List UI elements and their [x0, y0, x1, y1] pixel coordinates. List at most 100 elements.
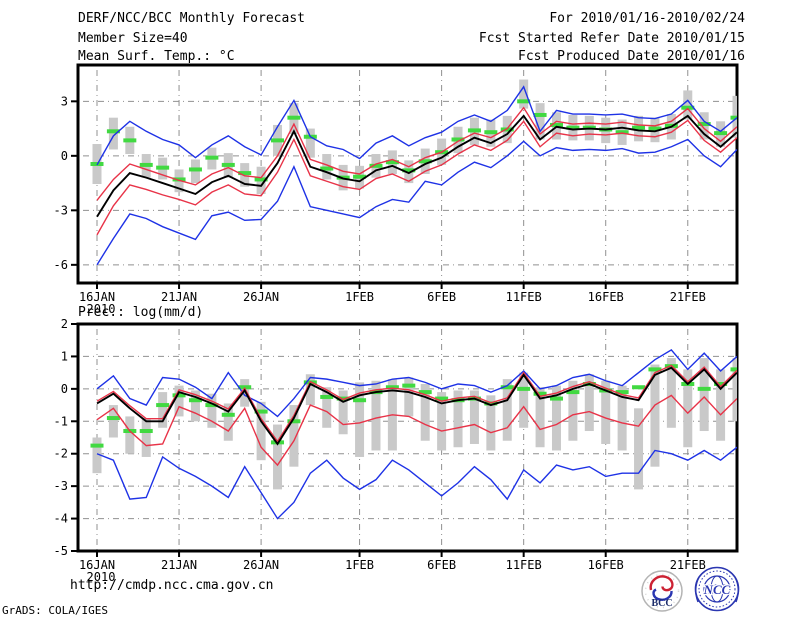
obs-segment — [681, 105, 695, 110]
precipitation-panel-label: Prec.: log(mm/d) — [78, 305, 204, 320]
obs-segment — [205, 403, 219, 408]
obs-segment — [90, 443, 104, 448]
obs-segment — [500, 127, 514, 132]
ncc-logo-dot-ring — [698, 570, 736, 608]
member-size-label: Member Size=40 — [78, 31, 188, 46]
obs-segment — [648, 126, 662, 131]
spread-bar — [716, 369, 726, 441]
obs-segment — [221, 162, 235, 167]
spread-bar — [240, 379, 250, 407]
spread-bar — [256, 401, 266, 461]
x-tick-label: 11FEB — [506, 290, 542, 304]
obs-segment — [205, 155, 219, 160]
obs-segment — [648, 367, 662, 372]
obs-segment — [500, 385, 514, 390]
y-tick-label: -3 — [54, 203, 68, 217]
obs-segment — [484, 130, 498, 135]
ncc-globe-meridian — [710, 575, 724, 603]
obs-segment — [188, 398, 202, 403]
obs-segment — [533, 391, 547, 396]
spread-bar — [355, 382, 365, 457]
series-ensemble-max-line — [96, 349, 737, 418]
spread-bar — [732, 358, 737, 422]
obs-segment — [418, 159, 432, 164]
obs-segment — [385, 160, 399, 165]
obs-segment — [714, 381, 728, 386]
spread-bar — [666, 358, 676, 428]
spread-bar — [305, 374, 315, 406]
x-tick-label: 16JAN — [79, 558, 115, 572]
y-tick-label: -4 — [54, 512, 68, 526]
bcc-logo-text-ring — [644, 573, 680, 609]
source-url: http://cmdp.ncc.cma.gov.cn — [70, 578, 274, 593]
y-tick-label: 3 — [61, 94, 68, 108]
spread-bar — [437, 392, 447, 451]
obs-segment — [106, 129, 120, 134]
bcc-logo: BCC — [641, 570, 683, 612]
obs-segment — [238, 171, 252, 176]
obs-segment — [385, 385, 399, 390]
plot-frame — [76, 322, 739, 553]
series-lower-band-line — [96, 119, 737, 236]
obs-segment — [418, 390, 432, 395]
ncc-logo: NCC — [694, 566, 740, 612]
x-tick-label: 16JAN — [79, 290, 115, 304]
spread-bar — [535, 387, 545, 448]
spread-bar — [190, 390, 200, 422]
spread-bar — [223, 403, 233, 441]
obs-segment — [221, 412, 235, 417]
produced-date-label: Fcst Produced Date 2010/01/16 — [518, 49, 745, 64]
obs-segment — [533, 112, 547, 117]
x-tick-label: 26JAN — [243, 558, 279, 572]
spread-bar — [650, 364, 660, 467]
obs-segment — [106, 416, 120, 421]
obs-segment — [353, 174, 367, 179]
obs-segment — [632, 125, 646, 130]
obs-segment — [467, 128, 481, 133]
obs-segment — [156, 403, 170, 408]
series-ensemble-min-line — [96, 138, 737, 266]
obs-segment — [451, 137, 465, 142]
obs-segment — [549, 122, 563, 127]
series-ensemble-max-line — [96, 85, 737, 166]
spread-bar — [404, 377, 414, 417]
obs-segment — [254, 409, 268, 414]
spread-bar — [108, 117, 118, 150]
spread-bar — [322, 387, 332, 428]
spread-bar — [174, 385, 184, 417]
obs-segment — [549, 396, 563, 401]
temperature-chart: 3 0 -3 -6 16JAN 21JAN 26JAN 1FEB 6FEB 11FEB 16FEB 2… — [54, 63, 739, 316]
obs-segment — [517, 386, 531, 391]
obs-segment — [615, 130, 629, 135]
series-lower-band-line — [96, 394, 737, 467]
x-year-label: 2010 — [87, 570, 116, 584]
obs-segment — [336, 396, 350, 401]
spread-bar — [420, 383, 430, 441]
obs-segment — [156, 165, 170, 170]
x-tick-label: 1FEB — [345, 290, 374, 304]
obs-segment — [402, 383, 416, 388]
obs-segment — [697, 122, 711, 127]
refer-date-label: Fcst Started Refer Date 2010/01/15 — [478, 31, 745, 46]
plot-frame — [76, 63, 739, 285]
obs-segment — [188, 167, 202, 172]
obs-segment — [714, 131, 728, 136]
spread-bar — [207, 393, 217, 428]
obs-segment — [730, 367, 737, 372]
ncc-logo-label: NCC — [703, 582, 731, 597]
y-tick-label: -3 — [54, 479, 68, 493]
y-tick-label: -6 — [54, 258, 68, 272]
series-ensemble-min-line — [96, 446, 737, 520]
spread-bar — [453, 390, 463, 448]
x-tick-label: 16FEB — [588, 558, 624, 572]
obs-segment — [566, 390, 580, 395]
y-tick-label: -2 — [54, 447, 68, 461]
ncc-wreath-left — [695, 576, 700, 603]
obs-segment — [730, 115, 737, 120]
spread-bar — [338, 390, 348, 435]
series-upper-band-line — [96, 364, 737, 443]
ncc-wreath-right — [734, 576, 739, 603]
precipitation-chart: 2 1 0 -1 -2 -3 -4 -5 16JAN 21JAN 26JAN 1FEB 6FEB 11FE… — [54, 317, 739, 584]
obs-segment — [320, 166, 334, 171]
